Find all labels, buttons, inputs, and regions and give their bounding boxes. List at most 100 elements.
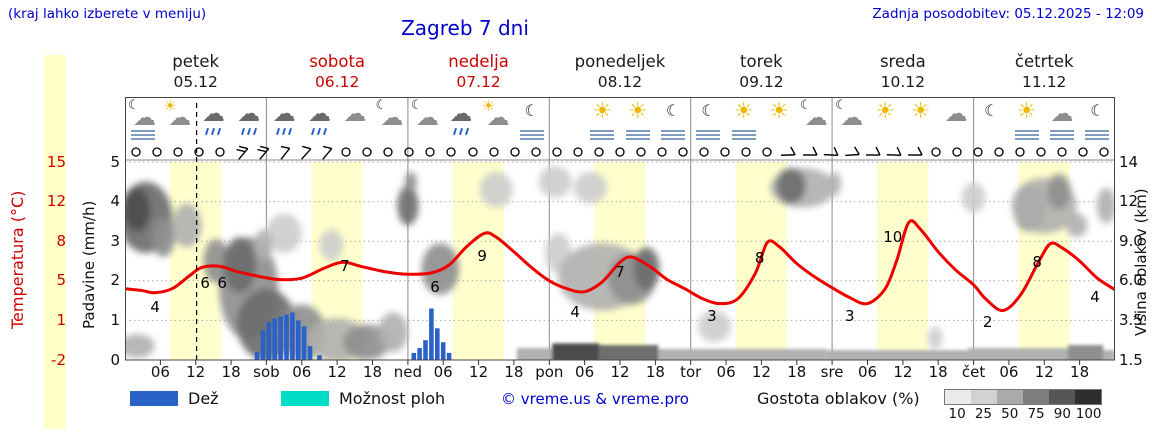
weather-icon-moon-fog: ☾ bbox=[655, 99, 690, 143]
x-tick-label: 18 bbox=[362, 363, 383, 381]
moon-icon: ☾ bbox=[799, 98, 812, 113]
wind-barb-icon bbox=[272, 143, 293, 160]
rain-marks bbox=[240, 127, 257, 136]
moon-icon: ☾ bbox=[984, 101, 999, 120]
axis-tick-label: 2 bbox=[110, 271, 120, 290]
wind-calm-icon bbox=[652, 143, 673, 160]
wind-calm-icon bbox=[1052, 143, 1073, 160]
weather-icon-sun-cloud: ☀ ☁ bbox=[479, 99, 514, 143]
weather-icon-moon-cloud-fog: ☾ ☁ bbox=[125, 99, 160, 143]
density-swatch-label: 50 bbox=[1001, 406, 1019, 422]
cloud-density-scale bbox=[944, 389, 1102, 405]
wind-barb-icon bbox=[778, 143, 799, 160]
axis-tick-label: 0 bbox=[110, 350, 120, 369]
wind-symbol-row bbox=[125, 143, 1115, 160]
axis-tick-label: 14 bbox=[1119, 152, 1139, 171]
wind-calm-icon bbox=[567, 143, 588, 160]
x-tick-label: 18 bbox=[221, 363, 241, 381]
wind-calm-icon bbox=[420, 143, 441, 160]
density-swatch bbox=[1023, 390, 1049, 404]
wind-barb-icon bbox=[294, 143, 315, 160]
day-headers: petek 05.12 sobota 06.12 nedelja 07.12 ponedel… bbox=[125, 52, 1115, 96]
x-tick-label: 06 bbox=[575, 363, 595, 381]
wind-barb-icon bbox=[230, 143, 251, 160]
cloud-icon: ☁ bbox=[201, 101, 225, 127]
x-tick-label: 06 bbox=[292, 363, 312, 381]
temperature-value-label: 6 bbox=[430, 278, 440, 296]
day-name: petek bbox=[172, 52, 220, 71]
low-cloud-layer bbox=[516, 343, 1114, 360]
wind-calm-icon bbox=[546, 143, 567, 160]
x-tick-label: sre bbox=[820, 363, 844, 381]
weather-icon-sun-cloud: ☀ ☁ bbox=[160, 99, 195, 143]
wind-calm-icon bbox=[1010, 143, 1031, 160]
sun-icon: ☀ bbox=[592, 99, 613, 124]
x-tick-label: 06 bbox=[716, 363, 736, 381]
wind-calm-icon bbox=[1031, 143, 1052, 160]
moon-icon: ☾ bbox=[1090, 101, 1105, 120]
cloud-layer bbox=[126, 166, 1114, 360]
wind-barb-icon bbox=[883, 143, 904, 160]
wind-calm-icon bbox=[209, 143, 230, 160]
cloud-icon: ☁ bbox=[804, 105, 828, 131]
x-tick-label: 12 bbox=[893, 363, 913, 381]
weather-icon-cloud-rain: ☁ bbox=[196, 99, 231, 143]
density-swatch-label: 90 bbox=[1053, 406, 1071, 422]
x-tick-label: čet bbox=[961, 363, 986, 381]
day-header: petek 05.12 bbox=[125, 52, 266, 96]
day-name: ponedeljek bbox=[574, 52, 666, 71]
day-date: 07.12 bbox=[456, 72, 501, 91]
axis-tick-label: 5 bbox=[56, 271, 66, 290]
wind-barb-icon bbox=[799, 143, 820, 160]
wind-calm-icon bbox=[504, 143, 525, 160]
temperature-value-label: 8 bbox=[1032, 253, 1042, 271]
sun-icon: ☀ bbox=[910, 99, 931, 124]
day-date: 08.12 bbox=[597, 72, 643, 91]
axis-tick-label: 15 bbox=[46, 152, 66, 171]
wind-calm-icon bbox=[757, 143, 778, 160]
rain-legend-label: Dež bbox=[188, 389, 219, 408]
moon-icon: ☾ bbox=[128, 98, 140, 113]
fog-marks bbox=[1085, 130, 1110, 142]
moon-icon: ☾ bbox=[701, 101, 716, 120]
weather-icon-moon-cloud: ☾ ☁ bbox=[832, 99, 867, 143]
wind-calm-icon bbox=[631, 143, 652, 160]
wind-calm-icon bbox=[357, 143, 378, 160]
moon-icon: ☾ bbox=[524, 101, 539, 120]
x-tick-label: 18 bbox=[645, 363, 665, 381]
temperature-value-label: 3 bbox=[845, 307, 855, 325]
day-header: sobota 06.12 bbox=[266, 52, 407, 96]
day-name: sreda bbox=[879, 52, 926, 71]
temperature-value-label: 8 bbox=[755, 249, 765, 267]
weather-icon-cloud-rain: ☁ bbox=[443, 99, 478, 143]
day-name: četrtek bbox=[1014, 52, 1074, 71]
day-date: 05.12 bbox=[173, 72, 218, 91]
wind-calm-icon bbox=[989, 143, 1010, 160]
temperature-value-label: 6 bbox=[200, 274, 210, 292]
wind-calm-icon bbox=[525, 143, 546, 160]
wind-calm-icon bbox=[336, 143, 357, 160]
axis-tick-label: -2 bbox=[51, 350, 66, 369]
weather-icon-sun: ☀ bbox=[868, 99, 903, 143]
wind-calm-icon bbox=[968, 143, 989, 160]
moon-icon: ☾ bbox=[665, 101, 681, 120]
temperature-axis-label: Temperatura (°C) bbox=[8, 190, 27, 329]
moon-icon: ☾ bbox=[410, 98, 423, 113]
cloud-icon: ☁ bbox=[415, 105, 439, 131]
moon-icon: ☾ bbox=[375, 98, 388, 113]
x-tick-label: 12 bbox=[469, 363, 489, 381]
copyright-link[interactable]: © vreme.us & vreme.pro bbox=[501, 390, 689, 408]
cloud-height-axis-label: Višina oblakov (km) bbox=[1132, 188, 1150, 336]
cloud-icon: ☁ bbox=[449, 101, 473, 127]
sun-icon: ☀ bbox=[627, 99, 648, 124]
day-name: nedelja bbox=[448, 52, 509, 71]
weather-icon-cloud: ☁ bbox=[938, 99, 973, 143]
temperature-value-label: 4 bbox=[150, 298, 160, 316]
weather-icon-moon-fog: ☾ bbox=[691, 99, 726, 143]
day-name: torek bbox=[740, 52, 783, 71]
page-title: Zagreb 7 dni bbox=[401, 16, 529, 40]
rain-marks bbox=[205, 127, 222, 136]
precipitation-bars bbox=[254, 308, 452, 360]
x-tick-label: 18 bbox=[504, 363, 524, 381]
weather-icon-moon-cloud: ☾ ☁ bbox=[797, 99, 832, 143]
